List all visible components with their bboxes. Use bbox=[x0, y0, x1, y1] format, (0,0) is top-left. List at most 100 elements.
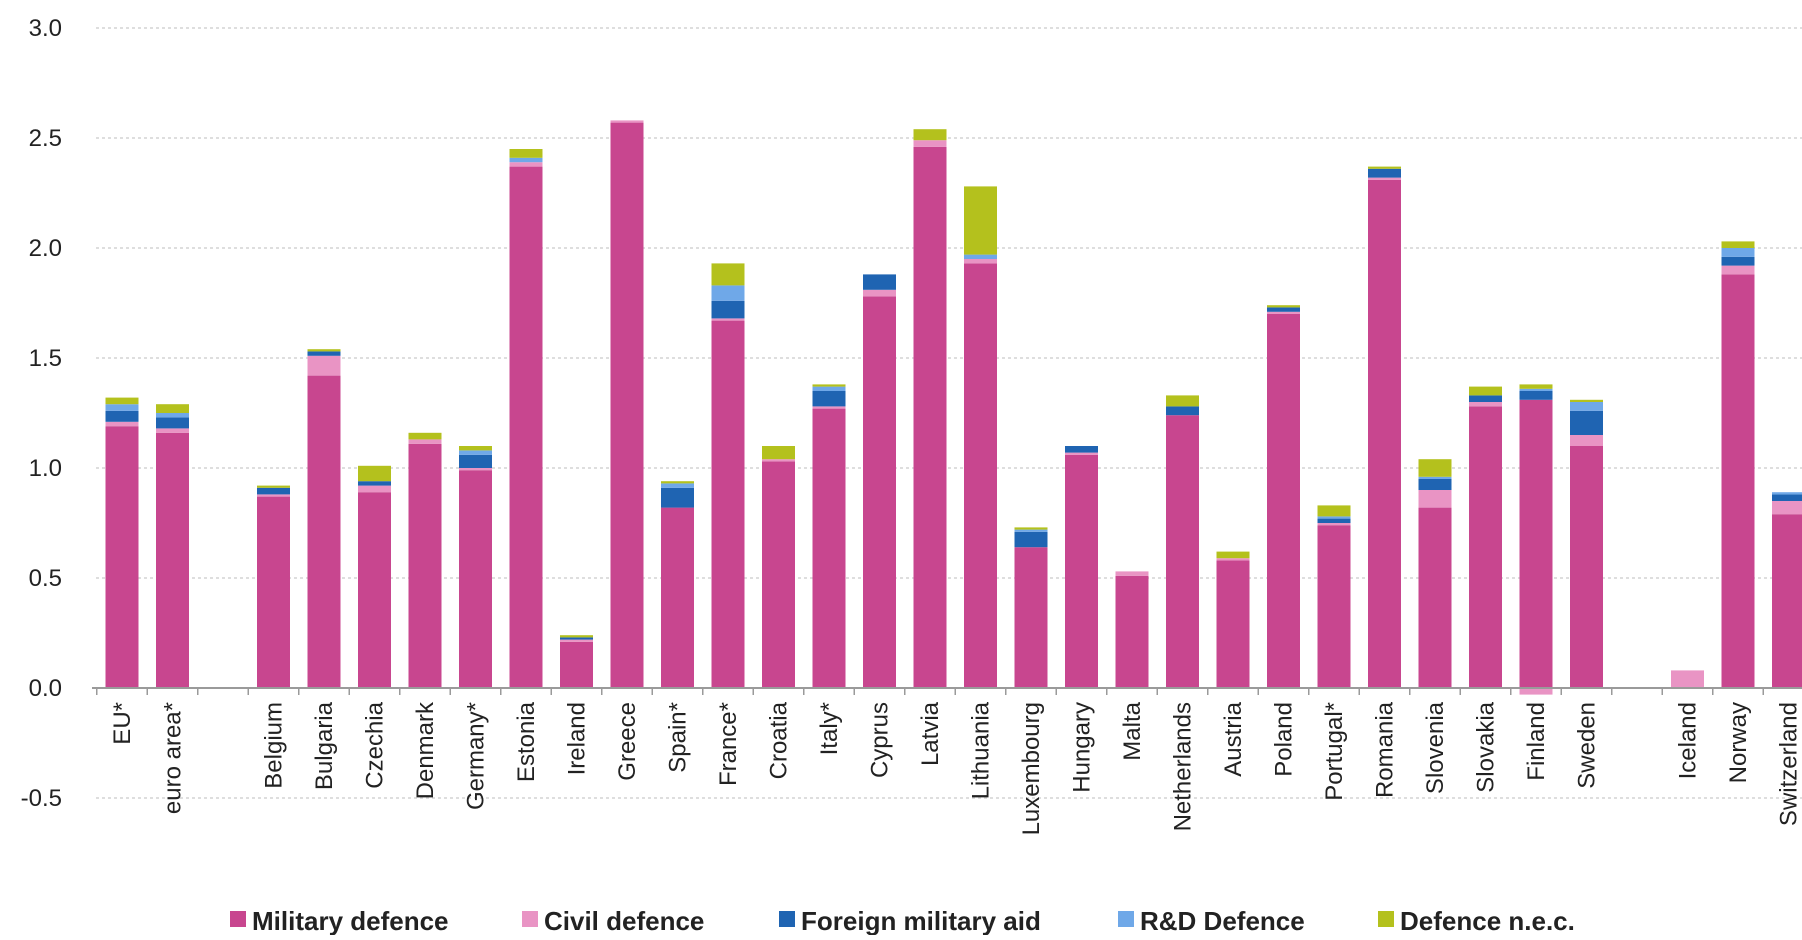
x-category-label: Switzerland bbox=[1776, 702, 1802, 826]
bar-segment-defence-n-e-c- bbox=[1469, 387, 1502, 396]
bar-segment-military-defence bbox=[1469, 406, 1502, 688]
x-category-label: Luxembourg bbox=[1018, 702, 1045, 835]
x-category-label: Denmark bbox=[412, 701, 439, 799]
bar-segment-r-d-defence bbox=[106, 404, 139, 411]
bar-segment-military-defence bbox=[358, 492, 391, 688]
bar-segment-defence-n-e-c- bbox=[914, 129, 947, 140]
x-category-label: Latvia bbox=[917, 701, 944, 766]
bar-segment-r-d-defence bbox=[964, 255, 997, 259]
x-category-label: Finland bbox=[1523, 702, 1550, 781]
bar-segment-military-defence bbox=[156, 433, 189, 688]
bar-segment-defence-n-e-c- bbox=[1015, 527, 1048, 529]
bar-segment-defence-n-e-c- bbox=[257, 486, 290, 488]
bar-segment-military-defence bbox=[1520, 400, 1553, 688]
x-category-label: Slovenia bbox=[1422, 701, 1449, 794]
bar-segment-civil-defence bbox=[358, 486, 391, 493]
x-category-label: Bulgaria bbox=[311, 701, 338, 790]
bar-segment-defence-n-e-c- bbox=[409, 433, 442, 440]
bar-segment-defence-n-e-c- bbox=[1166, 395, 1199, 406]
bar-segment-defence-n-e-c- bbox=[1368, 167, 1401, 169]
bar-segment-foreign-military-aid bbox=[661, 488, 694, 508]
x-category-label: France* bbox=[715, 702, 742, 786]
bar-segment-military-defence bbox=[1267, 314, 1300, 688]
bar-segment-military-defence bbox=[661, 508, 694, 688]
bar-segment-military-defence bbox=[914, 147, 947, 688]
bar-segment-defence-n-e-c- bbox=[661, 481, 694, 483]
x-category-label: Malta bbox=[1119, 701, 1146, 760]
legend-swatch bbox=[1378, 911, 1394, 927]
bar-segment-civil-defence bbox=[1217, 558, 1250, 560]
x-category-label: Hungary bbox=[1069, 702, 1096, 793]
bar-segment-defence-n-e-c- bbox=[762, 446, 795, 459]
bar-segment-military-defence bbox=[106, 426, 139, 688]
bar-segment-civil-defence bbox=[1419, 490, 1452, 508]
bar-segment-r-d-defence bbox=[661, 483, 694, 487]
bar-segment-foreign-military-aid bbox=[863, 274, 896, 289]
bar-segment-civil-defence bbox=[1267, 312, 1300, 314]
bar-segment-foreign-military-aid bbox=[1166, 406, 1199, 415]
bar-segment-r-d-defence bbox=[712, 285, 745, 300]
bar-segment-military-defence bbox=[863, 296, 896, 688]
bar-segment-defence-n-e-c- bbox=[1267, 305, 1300, 307]
bar-segment-foreign-military-aid bbox=[1419, 479, 1452, 490]
bar-segment-military-defence bbox=[1166, 415, 1199, 688]
bar-segment-military-defence bbox=[712, 321, 745, 688]
bar-segment-foreign-military-aid bbox=[1772, 494, 1802, 501]
bar-segment-civil-defence bbox=[712, 318, 745, 320]
bar-segment-civil-defence bbox=[1570, 435, 1603, 446]
bar-segment-military-defence bbox=[813, 409, 846, 688]
bar-segment-civil-defence bbox=[964, 259, 997, 263]
y-tick-label: 2.5 bbox=[29, 125, 62, 152]
bar-segment-civil-defence bbox=[1065, 453, 1098, 455]
bar-segment-r-d-defence bbox=[1570, 402, 1603, 411]
bar-segment-defence-n-e-c- bbox=[106, 398, 139, 405]
bar-segment-r-d-defence bbox=[156, 413, 189, 417]
bar-segment-military-defence bbox=[1015, 547, 1048, 688]
bar-segment-civil-defence bbox=[813, 406, 846, 408]
bar-segment-military-defence bbox=[1772, 514, 1802, 688]
bar-segment-military-defence bbox=[1570, 446, 1603, 688]
bar-segment-military-defence bbox=[1722, 274, 1755, 688]
bar-segment-military-defence bbox=[510, 167, 543, 688]
bar-segment-foreign-military-aid bbox=[257, 488, 290, 495]
bar-segment-military-defence bbox=[409, 444, 442, 688]
bar-segment-civil-defence bbox=[1722, 266, 1755, 275]
legend-swatch bbox=[779, 911, 795, 927]
bar-segment-defence-n-e-c- bbox=[1722, 241, 1755, 248]
bar-segment-foreign-military-aid bbox=[813, 391, 846, 406]
bar-segment-r-d-defence bbox=[459, 450, 492, 454]
bar-segment-defence-n-e-c- bbox=[1570, 400, 1603, 402]
bar-segment-foreign-military-aid bbox=[1318, 519, 1351, 523]
x-category-label: Sweden bbox=[1574, 702, 1601, 789]
bar-segment-civil-defence bbox=[560, 640, 593, 642]
x-category-label: Estonia bbox=[513, 701, 540, 782]
bar-segment-defence-n-e-c- bbox=[560, 635, 593, 637]
bar-segment-defence-n-e-c- bbox=[1217, 552, 1250, 559]
x-category-label: Norway bbox=[1725, 702, 1752, 783]
bar-segment-foreign-military-aid bbox=[1267, 307, 1300, 311]
bar-segment-r-d-defence bbox=[1520, 389, 1553, 391]
bar-segment-defence-n-e-c- bbox=[459, 446, 492, 450]
legend-label: Defence n.e.c. bbox=[1400, 906, 1575, 935]
bar-segment-foreign-military-aid bbox=[358, 481, 391, 485]
y-tick-label: 3.0 bbox=[29, 15, 62, 42]
bar-segment-military-defence bbox=[611, 123, 644, 688]
bar-segment-civil-defence bbox=[863, 290, 896, 297]
bar-segment-r-d-defence bbox=[1318, 516, 1351, 518]
bar-segment-civil-defence bbox=[611, 120, 644, 122]
bar-segment-foreign-military-aid bbox=[308, 351, 341, 355]
bar-segment-civil-defence bbox=[510, 162, 543, 166]
y-tick-label: -0.5 bbox=[21, 785, 62, 812]
y-tick-label: 1.0 bbox=[29, 455, 62, 482]
bar-segment-defence-n-e-c- bbox=[510, 149, 543, 158]
bars bbox=[106, 120, 1802, 694]
y-tick-label: 0.0 bbox=[29, 675, 62, 702]
y-tick-label: 0.5 bbox=[29, 565, 62, 592]
bar-segment-military-defence bbox=[762, 461, 795, 688]
bar-segment-military-defence bbox=[1318, 525, 1351, 688]
bar-segment-foreign-military-aid bbox=[156, 417, 189, 428]
bar-segment-r-d-defence bbox=[1722, 248, 1755, 257]
bar-segment-r-d-defence bbox=[1419, 477, 1452, 479]
